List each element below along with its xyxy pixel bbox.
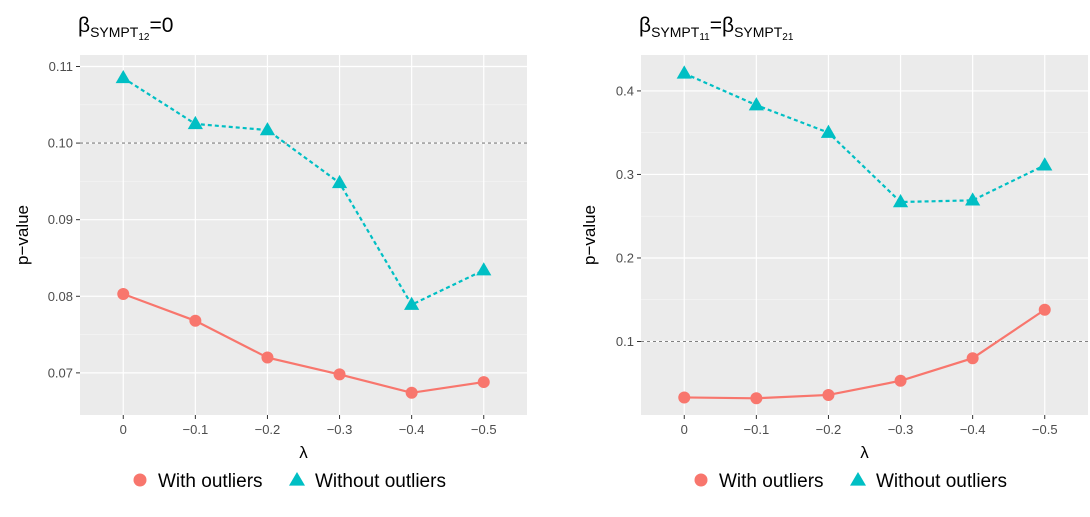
y-tick-label: 0.10 [48,136,73,151]
point-with-outliers [261,351,274,364]
x-tick-label: −0.5 [1032,422,1058,437]
x-tick-label: −0.1 [744,422,770,437]
title-subscript: SYMPT [651,24,700,40]
series-line-without-outliers [122,77,485,307]
point-without-outliers [115,69,131,84]
x-axis-title: λ [299,443,308,462]
point-without-outliers [748,97,764,111]
y-axis-title: p−value [13,205,32,265]
y-tick-label: 0.07 [48,365,73,380]
point-without-outliers [676,65,692,79]
point-with-outliers [678,391,691,404]
point-with-outliers [1038,303,1051,316]
title-equals-beta: =β [710,14,734,37]
x-tick-label: 0 [681,422,688,437]
legend-label: Without outliers [876,471,1007,492]
legend-circle-icon [694,473,708,487]
point-with-outliers [477,376,490,389]
x-tick-label: −0.3 [888,422,914,437]
point-with-outliers [405,386,418,399]
title-subscript-index: 12 [138,32,150,43]
y-tick-label: 0.3 [616,167,634,182]
chart-panel-1: 0.07 0.08 0.09 0.10 0.11 0 −0.1 −0.2 −0.3 −0.4 −0.… [13,14,527,492]
x-tick-label: −0.3 [327,422,353,437]
x-axis-title: λ [860,443,869,462]
point-without-outliers [259,122,276,136]
y-tick-label: 0.09 [48,212,73,227]
title-beta: β [78,14,90,37]
title-beta: β [639,14,651,37]
legend: With outliers Without outliers [694,471,1007,492]
plot-background [80,55,527,415]
y-tick-label: 0.11 [49,59,73,74]
title-subscript-index: 11 [699,32,710,43]
chart-panel-2: 0.1 0.2 0.3 0.4 0 −0.1 −0.2 −0.3 −0.4 −0.5 λ p−valu… [580,14,1088,492]
point-without-outliers [820,124,837,138]
x-tick-label: −0.1 [183,422,209,437]
point-with-outliers [333,368,346,381]
x-tick-label: −0.4 [960,422,986,437]
chart-title: βSYMPT12=0 [78,14,173,43]
x-tick-label: −0.2 [255,422,281,437]
title-rest: =0 [149,14,173,37]
point-without-outliers [476,262,492,276]
legend-triangle-icon [289,472,305,486]
series-line-with-outliers [684,308,1046,400]
point-with-outliers [189,314,202,327]
chart-title: βSYMPT11=βSYMPT21 [639,14,794,43]
point-without-outliers [331,174,348,189]
point-with-outliers [894,374,907,387]
point-without-outliers [892,194,909,208]
legend-label: With outliers [719,471,824,492]
point-without-outliers [404,296,420,310]
point-with-outliers [822,388,835,401]
legend: With outliers Without outliers [133,471,446,492]
y-tick-label: 0.08 [48,289,73,304]
legend-circle-icon [133,473,147,487]
point-without-outliers [1037,157,1053,171]
title-subscript: SYMPT [90,24,139,40]
point-with-outliers [966,352,979,365]
y-axis-title: p−value [580,205,599,265]
title-subscript-index: 21 [782,32,794,43]
point-with-outliers [117,287,130,300]
point-with-outliers [750,392,763,405]
x-tick-label: −0.2 [816,422,842,437]
legend-triangle-icon [850,472,866,486]
point-without-outliers [187,115,203,130]
legend-label: Without outliers [315,471,446,492]
point-without-outliers [965,192,981,206]
x-tick-label: 0 [120,422,127,437]
series-line-with-outliers [122,292,484,394]
legend-label: With outliers [158,471,263,492]
title-subscript: SYMPT [734,24,783,40]
y-tick-label: 0.2 [616,250,634,265]
y-tick-label: 0.4 [616,83,634,98]
x-tick-label: −0.5 [471,422,497,437]
series-line-without-outliers [683,72,1046,204]
y-tick-label: 0.1 [616,334,634,349]
plot-background [641,55,1088,415]
x-tick-label: −0.4 [399,422,425,437]
